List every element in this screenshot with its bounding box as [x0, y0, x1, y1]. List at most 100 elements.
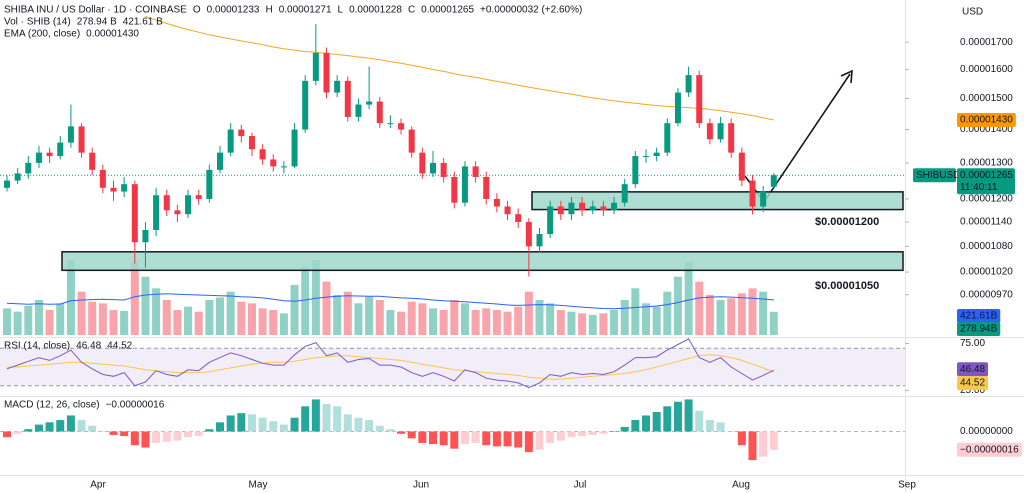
macd-histogram-bar: [524, 431, 533, 453]
candle-body: [302, 80, 309, 130]
legend-text: 46.48: [76, 341, 101, 352]
macd-histogram-bar: [482, 431, 491, 446]
macd-histogram-bar: [716, 422, 725, 432]
macd-histogram-bar: [418, 431, 427, 443]
macd-histogram-bar: [588, 431, 597, 435]
candle-body: [738, 152, 745, 181]
candle-body: [515, 214, 522, 223]
candle-body: [99, 169, 106, 188]
macd-histogram-bar: [120, 431, 129, 437]
volume-bar: [322, 281, 331, 335]
macd-histogram-bar: [290, 417, 299, 432]
candle-body: [749, 180, 756, 207]
candle-body: [121, 184, 128, 192]
candle-body: [611, 202, 618, 211]
macd-histogram-bar: [98, 431, 107, 432]
x-tick-label: Jul: [574, 480, 587, 491]
macd-histogram-bar: [546, 431, 555, 443]
candle-body: [355, 104, 362, 117]
volume-bar: [88, 301, 97, 335]
macd-value-label: −0.00000016: [960, 444, 1019, 455]
candle-body: [568, 202, 575, 215]
macd-histogram-bar: [247, 414, 256, 432]
macd-histogram-bar: [311, 399, 320, 432]
candle-body: [89, 152, 96, 170]
y-tick-label: 0.00001020: [960, 267, 1013, 278]
rsi-ma-label: 44.52: [960, 378, 985, 389]
macd-histogram-bar: [759, 431, 768, 457]
candle-body: [312, 52, 319, 81]
candle-body: [579, 202, 586, 211]
candle-body: [600, 206, 607, 211]
volume-bar: [375, 300, 384, 335]
macd-histogram-bar: [642, 415, 650, 432]
macd-histogram-bar: [45, 422, 54, 432]
y-tick-label: 0.00001400: [960, 124, 1013, 135]
volume-bar: [301, 266, 310, 335]
macd-histogram-bar: [152, 431, 161, 443]
volume-bar: [535, 300, 544, 335]
candle-body: [217, 152, 223, 170]
candle-body: [451, 176, 458, 203]
candle-body: [525, 222, 532, 247]
ema-line: [145, 15, 774, 121]
macd-histogram-bar: [748, 431, 757, 461]
volume-bar: [226, 291, 235, 335]
macd-histogram-bar: [365, 420, 374, 432]
macd-histogram-bar: [460, 431, 469, 445]
countdown-label: 11:40:11: [960, 182, 998, 193]
y-tick-label: 0.00000970: [960, 289, 1013, 300]
y-tick-label: 0.00001600: [960, 64, 1013, 75]
volume-bar: [450, 300, 459, 335]
candle-body: [557, 206, 564, 215]
legend-text: −0.00000016: [106, 400, 165, 411]
macd-histogram-bar: [684, 399, 693, 432]
candle-body: [706, 123, 713, 140]
volume-bar: [173, 310, 182, 335]
volume-bar: [354, 303, 363, 335]
volume-bar: [769, 311, 778, 335]
macd-histogram-bar: [269, 421, 278, 432]
macd-histogram-bar: [88, 425, 97, 432]
legend-text: SHIBA INU / US Dollar · 1D · COINBASE: [4, 5, 187, 16]
macd-value-label-box: [957, 442, 1022, 457]
volume-label-box: [957, 322, 1001, 336]
macd-histogram-bar: [354, 417, 363, 432]
volume-bar: [77, 291, 86, 335]
volume-bar: [109, 310, 118, 335]
candle-body: [387, 123, 394, 125]
candle-body: [653, 152, 660, 157]
candle-body: [419, 152, 426, 174]
volume-bar: [24, 305, 33, 335]
volume-bar: [695, 281, 704, 335]
macd-histogram-bar: [471, 431, 480, 443]
candle-body: [110, 187, 117, 192]
y-tick-label: 0.00001700: [960, 37, 1013, 48]
volume-bar: [429, 308, 437, 335]
volume-bar: [514, 306, 523, 335]
volume-bar: [759, 291, 768, 335]
support-zone: [531, 191, 904, 211]
candle-body: [46, 152, 53, 157]
candle-body: [323, 52, 330, 93]
candle-body: [621, 184, 628, 203]
volume-bar: [492, 310, 501, 335]
volume-bar: [567, 311, 576, 335]
volume-bar: [620, 300, 629, 335]
legend-text: 44.52: [107, 341, 132, 352]
zone-label: $0.00001050: [815, 280, 879, 292]
macd-histogram-bar: [450, 431, 459, 449]
volume-bar: [247, 303, 256, 335]
rsi-value-label: 46.48: [960, 364, 985, 375]
macd-histogram-bar: [514, 431, 523, 448]
candle-body: [238, 129, 245, 137]
volume-bar: [205, 300, 214, 335]
zone-label: $0.00001200: [815, 216, 879, 228]
candle-body: [483, 176, 490, 199]
volume-bar: [716, 300, 725, 335]
x-tick-label: May: [249, 480, 268, 491]
y-tick-label: 0.00001200: [960, 194, 1013, 205]
candle-body: [770, 175, 777, 187]
